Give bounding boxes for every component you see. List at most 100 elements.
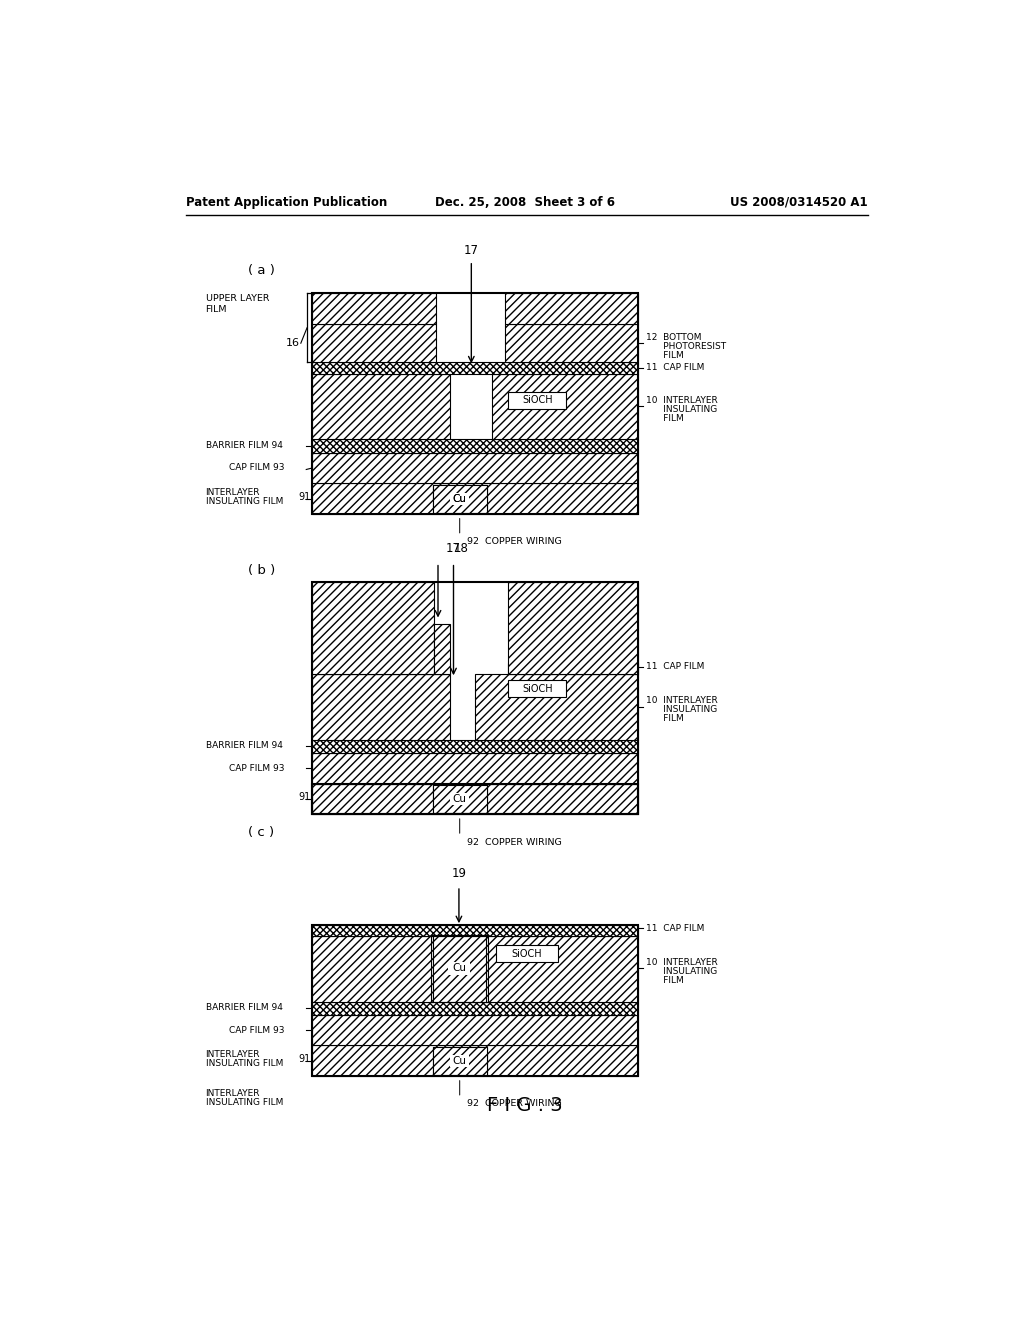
Bar — [432, 484, 486, 512]
Bar — [312, 675, 450, 739]
Bar — [486, 936, 638, 1002]
Text: ( b ): ( b ) — [248, 564, 275, 577]
Text: INTERLAYER: INTERLAYER — [206, 1089, 260, 1098]
Bar — [432, 484, 486, 512]
Text: FILM: FILM — [646, 714, 683, 723]
Text: 92  COPPER WIRING: 92 COPPER WIRING — [467, 1100, 562, 1109]
Text: CAP FILM 93: CAP FILM 93 — [228, 764, 285, 772]
Text: Patent Application Publication: Patent Application Publication — [186, 195, 387, 209]
Text: UPPER LAYER: UPPER LAYER — [206, 294, 269, 304]
Text: INSULATING: INSULATING — [646, 705, 717, 714]
Text: 12  BOTTOM: 12 BOTTOM — [646, 333, 701, 342]
Bar — [496, 945, 558, 962]
Bar — [312, 1015, 638, 1045]
Bar — [312, 453, 638, 483]
Bar — [432, 785, 486, 813]
Bar — [312, 739, 638, 752]
Text: INSULATING: INSULATING — [646, 405, 717, 414]
Text: 17: 17 — [446, 543, 461, 554]
Bar — [312, 1045, 638, 1076]
Bar — [312, 784, 638, 814]
Text: Cu: Cu — [453, 795, 467, 804]
Bar — [312, 936, 432, 1002]
Bar — [508, 392, 566, 409]
Bar — [431, 936, 487, 1002]
Bar — [312, 363, 638, 374]
Bar — [312, 323, 436, 363]
Text: FILM: FILM — [646, 351, 683, 360]
Text: 91: 91 — [299, 492, 310, 502]
Text: 11  CAP FILM: 11 CAP FILM — [646, 363, 705, 372]
Text: 19: 19 — [452, 867, 466, 880]
Bar — [432, 936, 486, 1002]
Bar — [475, 675, 638, 739]
Text: Dec. 25, 2008  Sheet 3 of 6: Dec. 25, 2008 Sheet 3 of 6 — [435, 195, 614, 209]
Text: CAP FILM 93: CAP FILM 93 — [228, 463, 285, 473]
Bar — [493, 374, 638, 440]
Bar — [508, 663, 638, 675]
Text: BARRIER FILM 94: BARRIER FILM 94 — [206, 441, 283, 450]
Text: ( a ): ( a ) — [248, 264, 275, 277]
Text: INTERLAYER: INTERLAYER — [206, 1051, 260, 1059]
Bar — [508, 582, 638, 675]
Text: BARRIER FILM 94: BARRIER FILM 94 — [206, 1003, 283, 1012]
Bar — [451, 1055, 469, 1067]
Text: Cu: Cu — [453, 494, 467, 504]
Bar — [434, 624, 450, 675]
Text: INSULATING FILM: INSULATING FILM — [206, 1098, 283, 1107]
Text: Cu: Cu — [453, 494, 467, 504]
Bar — [449, 962, 470, 974]
Text: 91: 91 — [299, 792, 310, 803]
Bar — [312, 752, 638, 784]
Text: Cu: Cu — [453, 1056, 467, 1065]
Text: 18: 18 — [454, 543, 469, 554]
Bar — [434, 663, 450, 675]
Text: CAP FILM 93: CAP FILM 93 — [228, 1026, 285, 1035]
Text: BARRIER FILM 94: BARRIER FILM 94 — [206, 742, 283, 750]
Text: INTERLAYER: INTERLAYER — [206, 488, 260, 498]
Text: PHOTORESIST: PHOTORESIST — [646, 342, 726, 351]
Bar — [508, 681, 566, 697]
Text: 91: 91 — [299, 1055, 310, 1064]
Text: Cu: Cu — [452, 964, 466, 973]
Text: 11  CAP FILM: 11 CAP FILM — [646, 663, 705, 671]
Text: FILM: FILM — [646, 414, 683, 424]
Bar — [312, 582, 434, 675]
Text: 92  COPPER WIRING: 92 COPPER WIRING — [467, 838, 562, 846]
Text: 92  COPPER WIRING: 92 COPPER WIRING — [467, 537, 562, 546]
Text: 10  INTERLAYER: 10 INTERLAYER — [646, 696, 718, 705]
Bar — [312, 374, 450, 440]
Bar — [432, 1047, 486, 1074]
Text: SiOCH: SiOCH — [522, 395, 553, 405]
Bar — [432, 785, 486, 813]
Text: FILM: FILM — [646, 977, 683, 985]
Text: 10  INTERLAYER: 10 INTERLAYER — [646, 958, 718, 966]
Text: 16: 16 — [286, 338, 300, 348]
Bar — [312, 293, 638, 515]
Bar — [312, 784, 638, 814]
Text: US 2008/0314520 A1: US 2008/0314520 A1 — [730, 195, 868, 209]
Text: 17: 17 — [464, 244, 479, 257]
Text: SiOCH: SiOCH — [522, 684, 553, 694]
Bar — [312, 924, 638, 936]
Bar — [312, 293, 436, 323]
Text: FILM: FILM — [206, 305, 227, 314]
Text: SiOCH: SiOCH — [512, 949, 543, 958]
Text: F I G . 3: F I G . 3 — [487, 1096, 562, 1115]
Bar — [312, 663, 434, 675]
Bar — [312, 1002, 638, 1015]
Bar — [506, 323, 638, 363]
Text: INSULATING: INSULATING — [646, 968, 717, 975]
Text: 11  CAP FILM: 11 CAP FILM — [646, 924, 705, 933]
Text: INSULATING FILM: INSULATING FILM — [206, 498, 283, 507]
Bar — [451, 793, 469, 805]
Text: ( c ): ( c ) — [248, 825, 274, 838]
Bar — [506, 293, 638, 323]
Bar — [432, 1047, 486, 1074]
Text: INSULATING FILM: INSULATING FILM — [206, 1060, 283, 1068]
Bar — [312, 582, 638, 814]
Bar — [312, 483, 638, 513]
Text: 10  INTERLAYER: 10 INTERLAYER — [646, 396, 718, 405]
Bar — [451, 492, 469, 506]
Bar — [312, 924, 638, 1076]
